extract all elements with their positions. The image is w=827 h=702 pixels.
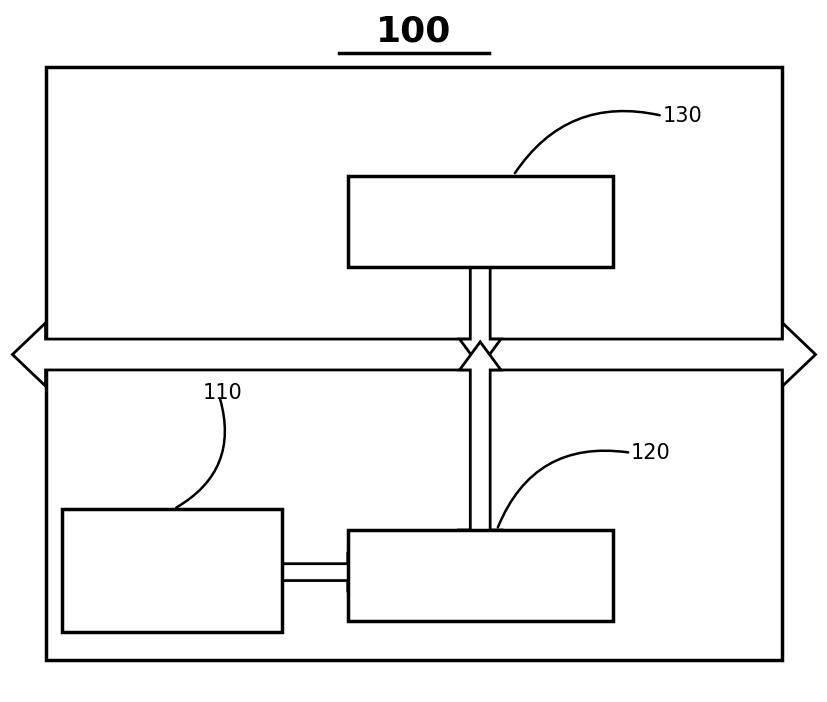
Text: 处理器: 处理器 (452, 206, 507, 236)
Text: 100: 100 (375, 15, 452, 48)
Bar (347, 530, 612, 621)
Bar (62, 509, 281, 632)
Text: 存储器: 存储器 (452, 561, 507, 590)
Text: 120: 120 (630, 443, 670, 463)
Polygon shape (459, 342, 500, 558)
Polygon shape (261, 555, 368, 590)
Bar (347, 176, 612, 267)
Text: 110: 110 (203, 383, 242, 403)
Bar (45, 67, 782, 660)
Text: 130: 130 (662, 106, 701, 126)
Polygon shape (459, 239, 500, 367)
Polygon shape (12, 323, 815, 386)
Text: 检测植物氮素含
量的装置: 检测植物氮素含 量的装置 (119, 545, 224, 596)
